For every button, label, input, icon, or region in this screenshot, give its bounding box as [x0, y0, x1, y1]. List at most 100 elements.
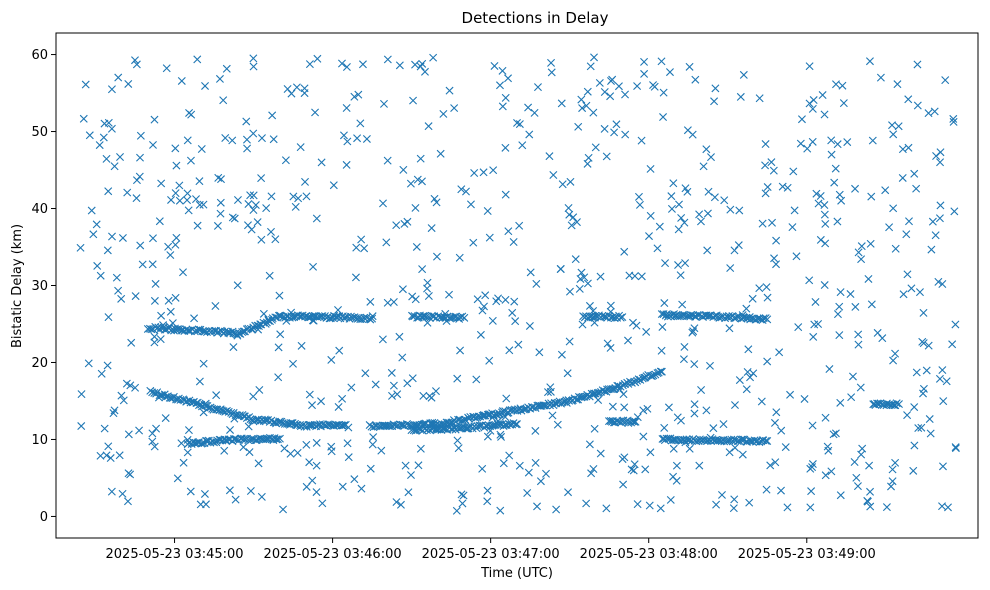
detection-marker: [486, 426, 495, 435]
detection-marker: [868, 136, 877, 145]
detection-marker: [219, 96, 228, 105]
detection-marker: [289, 192, 298, 201]
detection-marker: [889, 204, 898, 213]
detection-marker: [726, 205, 735, 214]
detection-marker: [949, 114, 958, 123]
detection-marker: [918, 337, 927, 346]
detection-marker: [675, 200, 683, 209]
detection-marker: [583, 87, 592, 96]
detection-marker: [523, 489, 532, 498]
detection-marker: [190, 314, 199, 323]
detection-marker: [481, 291, 490, 300]
detection-marker: [192, 195, 201, 204]
detection-marker: [110, 162, 119, 171]
detection-marker: [912, 184, 921, 193]
detection-marker: [249, 54, 258, 63]
track-detection-marker: [704, 311, 713, 320]
detection-marker: [755, 94, 764, 103]
detection-marker: [735, 376, 744, 385]
detection-marker: [200, 489, 209, 498]
detection-marker: [472, 375, 481, 384]
detection-marker: [763, 183, 772, 192]
detection-marker: [469, 238, 478, 247]
detection-marker: [556, 264, 565, 273]
chart-title: Detections in Delay: [462, 9, 609, 27]
track-detection-marker: [519, 405, 528, 414]
detection-marker: [117, 294, 126, 303]
detection-marker: [640, 57, 649, 66]
detection-marker: [497, 432, 506, 441]
detection-marker: [317, 158, 326, 167]
detection-marker: [564, 204, 573, 212]
detection-marker: [501, 143, 510, 152]
detection-marker: [388, 391, 396, 400]
detection-marker: [709, 424, 718, 433]
detection-marker: [222, 64, 231, 73]
detection-marker: [279, 505, 288, 514]
detection-marker: [660, 423, 669, 432]
detection-marker: [84, 359, 93, 368]
detection-marker: [775, 348, 784, 357]
detection-marker: [136, 131, 145, 140]
detection-marker: [291, 202, 300, 211]
detection-marker: [739, 70, 748, 79]
detection-marker: [637, 272, 646, 281]
detection-marker: [893, 80, 902, 89]
detection-marker: [736, 92, 745, 101]
detection-marker: [935, 214, 944, 223]
track-detection-marker: [261, 435, 270, 444]
track-detection-marker: [656, 367, 665, 376]
x-axis: 2025-05-23 03:45:00 2025-05-23 03:46:00 20…: [106, 538, 876, 562]
detection-marker: [246, 191, 255, 200]
track-detection-marker: [475, 421, 484, 430]
detection-marker: [818, 91, 827, 100]
detection-marker: [690, 400, 699, 409]
track-detection-marker: [274, 311, 283, 320]
detection-marker: [445, 86, 454, 95]
detection-marker: [312, 438, 321, 447]
detection-marker: [501, 413, 510, 421]
detection-marker: [431, 421, 440, 430]
track-detection-marker: [275, 434, 284, 443]
detection-marker: [242, 117, 251, 126]
detection-marker: [525, 130, 534, 139]
detection-marker: [720, 196, 729, 205]
detection-marker: [936, 201, 945, 210]
detection-marker: [412, 242, 421, 251]
track-detection-marker: [420, 424, 429, 433]
detection-marker: [766, 461, 775, 470]
track-detection-marker: [482, 421, 491, 430]
track-detection-marker: [595, 388, 604, 397]
detection-marker: [569, 213, 578, 222]
detection-marker: [889, 130, 898, 139]
track-detection-marker: [230, 435, 238, 444]
detection-marker: [808, 460, 817, 469]
detection-marker: [552, 505, 561, 514]
detection-marker: [229, 343, 238, 352]
track-detection-marker: [528, 403, 537, 412]
detection-marker: [124, 430, 133, 439]
detection-marker: [665, 68, 674, 77]
detection-marker: [441, 309, 450, 318]
detection-marker: [607, 417, 616, 426]
detection-marker: [494, 417, 503, 426]
track-detection-marker: [167, 394, 176, 403]
detection-marker: [854, 330, 863, 339]
detection-marker: [439, 109, 448, 118]
detection-marker: [259, 309, 268, 318]
detection-marker: [257, 492, 266, 501]
detection-marker: [150, 442, 159, 451]
detection-marker: [934, 277, 943, 286]
detection-marker: [637, 136, 646, 145]
detection-marker: [885, 223, 894, 232]
track-detection-marker: [894, 400, 903, 409]
detection-marker: [230, 414, 239, 423]
detection-marker: [711, 84, 720, 93]
track-detection-marker: [511, 420, 520, 429]
detection-marker: [635, 200, 644, 209]
detection-marker: [630, 271, 639, 280]
detection-marker: [515, 120, 524, 129]
detection-marker: [171, 293, 180, 302]
detection-marker: [501, 295, 510, 304]
detection-marker: [809, 332, 818, 341]
